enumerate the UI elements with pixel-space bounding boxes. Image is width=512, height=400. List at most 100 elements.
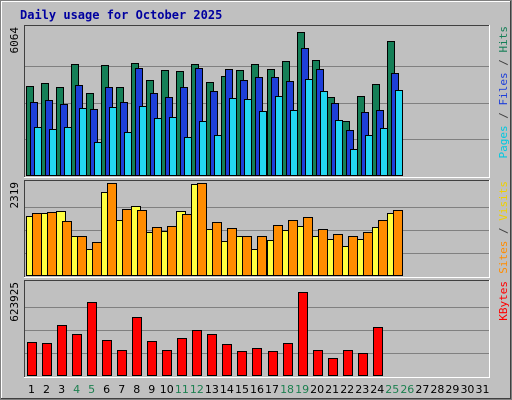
legend-separator: / xyxy=(497,221,510,241)
bar-kbytes-day-12 xyxy=(192,330,202,376)
bar-sites-day-4 xyxy=(77,236,87,276)
bar-sites-day-14 xyxy=(227,228,237,276)
day-label-8: 8 xyxy=(133,383,140,396)
day-label-18: 18 xyxy=(280,383,294,396)
bar-pages-day-11 xyxy=(184,137,192,176)
bar-pages-day-10 xyxy=(169,117,177,176)
day-label-13: 13 xyxy=(205,383,219,396)
bar-kbytes-day-11 xyxy=(177,338,187,376)
day-label-28: 28 xyxy=(430,383,444,396)
bar-pages-day-8 xyxy=(139,106,147,176)
bar-pages-day-23 xyxy=(365,135,373,176)
day-label-7: 7 xyxy=(118,383,125,396)
day-label-10: 10 xyxy=(160,383,174,396)
day-label-26: 26 xyxy=(400,383,414,396)
day-label-21: 21 xyxy=(325,383,339,396)
bar-pages-day-17 xyxy=(275,96,283,176)
kbytes-panel: 623925 KBytes xyxy=(8,280,510,378)
bar-sites-day-2 xyxy=(47,212,57,276)
bar-kbytes-day-18 xyxy=(283,343,293,376)
bar-sites-day-16 xyxy=(257,236,267,276)
bar-kbytes-day-2 xyxy=(42,343,52,376)
day-label-5: 5 xyxy=(88,383,95,396)
day-label-20: 20 xyxy=(310,383,324,396)
bar-sites-day-10 xyxy=(167,226,177,276)
day-label-16: 16 xyxy=(250,383,264,396)
bar-pages-day-1 xyxy=(34,127,42,176)
hits-panel: 6064 Pages / Files / Hits xyxy=(8,25,510,178)
bar-sites-day-12 xyxy=(197,183,207,276)
bar-sites-day-13 xyxy=(212,222,222,276)
day-label-6: 6 xyxy=(103,383,110,396)
day-label-25: 25 xyxy=(385,383,399,396)
day-label-31: 31 xyxy=(475,383,489,396)
bar-pages-day-22 xyxy=(350,149,358,176)
bar-sites-day-5 xyxy=(92,242,102,276)
visits-panel: 2319 Sites / Visits xyxy=(8,180,510,278)
bar-pages-day-21 xyxy=(335,120,343,176)
panel-series-legend: Sites / Visits xyxy=(497,181,510,274)
legend-kbytes: KBytes xyxy=(497,281,510,321)
bar-kbytes-day-1 xyxy=(27,342,37,376)
bar-kbytes-day-19 xyxy=(298,292,308,376)
bar-sites-day-9 xyxy=(152,227,162,276)
bar-sites-day-6 xyxy=(107,183,117,276)
day-label-19: 19 xyxy=(295,383,309,396)
bar-pages-day-3 xyxy=(64,127,72,176)
panel-max-label: 623925 xyxy=(8,282,21,322)
panel-series-legend: Pages / Files / Hits xyxy=(497,26,510,159)
bar-kbytes-day-14 xyxy=(222,344,232,376)
bar-sites-day-11 xyxy=(182,214,192,276)
bar-kbytes-day-16 xyxy=(252,348,262,376)
bar-kbytes-day-4 xyxy=(72,334,82,376)
bar-pages-day-20 xyxy=(320,91,328,176)
bar-kbytes-day-10 xyxy=(162,350,172,376)
bar-kbytes-day-3 xyxy=(57,325,67,376)
bar-kbytes-day-24 xyxy=(373,327,383,376)
bar-kbytes-day-20 xyxy=(313,350,323,376)
day-label-2: 2 xyxy=(43,383,50,396)
bar-sites-day-18 xyxy=(288,220,298,276)
day-label-29: 29 xyxy=(445,383,459,396)
day-label-23: 23 xyxy=(355,383,369,396)
bar-kbytes-day-8 xyxy=(132,317,142,376)
day-label-4: 4 xyxy=(73,383,80,396)
day-label-17: 17 xyxy=(265,383,279,396)
bar-kbytes-day-6 xyxy=(102,340,112,376)
bar-pages-day-13 xyxy=(214,135,222,176)
bar-sites-day-22 xyxy=(348,236,358,276)
day-label-22: 22 xyxy=(340,383,354,396)
bar-sites-day-25 xyxy=(393,210,403,276)
panel-series-legend: KBytes xyxy=(497,281,510,321)
bar-sites-day-8 xyxy=(137,210,147,276)
bar-pages-day-12 xyxy=(199,121,207,176)
bar-kbytes-day-13 xyxy=(207,334,217,376)
bar-pages-day-18 xyxy=(290,110,298,176)
bar-sites-day-1 xyxy=(32,213,42,276)
bar-pages-day-2 xyxy=(49,129,57,176)
bar-kbytes-day-9 xyxy=(147,341,157,376)
bar-pages-day-24 xyxy=(380,128,388,176)
bar-kbytes-day-22 xyxy=(343,350,353,376)
day-label-12: 12 xyxy=(190,383,204,396)
bar-sites-day-3 xyxy=(62,221,72,276)
day-label-14: 14 xyxy=(220,383,234,396)
bar-sites-day-17 xyxy=(273,225,283,276)
panels-layer: 6064 Pages / Files / Hits 2319 Sites / Visi… xyxy=(8,25,510,378)
bar-kbytes-day-17 xyxy=(268,351,278,376)
day-label-3: 3 xyxy=(58,383,65,396)
legend-pages: Pages xyxy=(497,125,510,158)
legend-separator: / xyxy=(497,106,510,126)
day-label-30: 30 xyxy=(460,383,474,396)
bar-sites-day-20 xyxy=(318,229,328,276)
bar-pages-day-9 xyxy=(154,118,162,176)
day-label-27: 27 xyxy=(415,383,429,396)
bar-pages-day-14 xyxy=(229,98,237,176)
bar-sites-day-15 xyxy=(242,236,252,276)
bar-kbytes-day-21 xyxy=(328,358,338,376)
bar-pages-day-19 xyxy=(305,79,313,176)
bar-pages-day-5 xyxy=(94,142,102,176)
bar-sites-day-24 xyxy=(378,220,388,276)
bar-sites-day-19 xyxy=(303,217,313,276)
